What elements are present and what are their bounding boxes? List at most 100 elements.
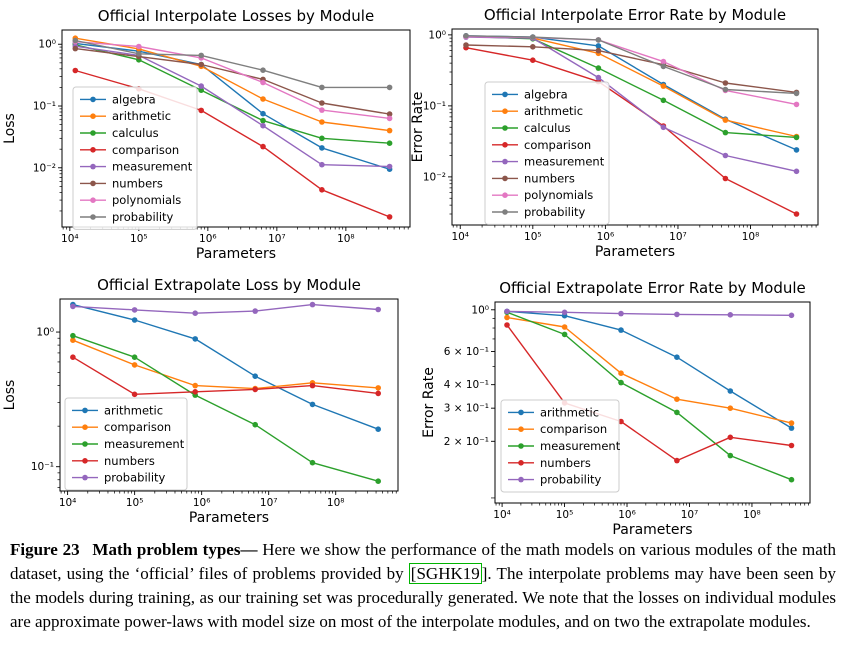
legend-item-comparison: comparison [492,138,591,152]
legend-item-probability: probability [492,205,586,219]
legend-label: numbers [112,176,163,190]
chart-panel-extrapolate-loss: 10⁴ 10⁵ 10⁶ 10⁷ 10⁸ 10⁰ 10⁻¹ arithmetic comparis… [0,270,423,535]
x-tick-label: 10⁷ [268,233,286,245]
plot-frame [494,301,811,504]
x-tick-label: 10⁸ [337,233,355,245]
legend: algebra arithmetic calculus comparison measu… [72,86,198,230]
legend-item-measurement: measurement [72,437,185,451]
legend-label: measurement [540,439,621,453]
y-tick-label: 4 × 10⁻¹ [444,379,489,391]
chart-title: Official Extrapolate Loss by Module [97,276,361,294]
legend-item-measurement: measurement [492,155,605,169]
series-comparison [70,337,382,392]
y-tick-label: 10⁰ [428,29,446,41]
chart-panel-interpolate-loss: 10⁴ 10⁵ 10⁶ 10⁷ 10⁸ 10⁰ 10⁻¹ 10⁻² algebra arithme… [0,0,423,270]
legend-item-algebra: algebra [492,87,568,101]
x-tick-label: 10⁸ [327,497,345,509]
x-tick-label: 10⁸ [743,509,761,521]
y-axis: 10⁰ 10⁻¹ 10⁻² [423,29,452,215]
legend-item-arithmetic: arithmetic [72,403,163,417]
legend-label: comparison [524,138,591,152]
legend-item-measurement: measurement [80,160,193,174]
x-tick-label: 10⁵ [130,233,148,245]
chart-extrapolate-loss: 10⁴ 10⁵ 10⁶ 10⁷ 10⁸ 10⁰ 10⁻¹ arithmetic comparis… [2,276,399,526]
plot-frame [61,29,411,228]
legend-label: numbers [104,454,155,468]
series-numbers [504,322,795,464]
legend-label: arithmetic [112,109,171,123]
plot-frame [59,298,399,492]
y-tick-label: 3 × 10⁻¹ [444,403,489,415]
legend-item-probability: probability [508,473,602,487]
x-tick-label: 10⁷ [260,497,278,509]
y-axis-label: Error Rate [421,367,437,438]
x-tick-label: 10⁶ [597,231,615,243]
chart-extrapolate-error: 10⁴ 10⁵ 10⁶ 10⁷ 10⁸ 10⁰ 6 × 10⁻¹ 4 × 10⁻¹ 3 × 10… [421,279,811,538]
x-axis: 10⁴ 10⁵ 10⁶ 10⁷ 10⁸ [59,491,397,509]
legend-item-comparison: comparison [72,420,171,434]
y-tick-label: 10⁻² [423,171,446,183]
x-tick-label: 10⁴ [493,509,511,521]
caption-figure-label: Figure 23 [10,540,80,559]
legend-item-comparison: comparison [80,143,179,157]
legend-item-numbers: numbers [508,456,591,470]
legend-label: measurement [524,155,605,169]
legend-item-probability: probability [80,210,174,224]
x-tick-label: 10⁴ [59,497,77,509]
chart-title: Official Interpolate Losses by Module [98,7,374,25]
legend-label: polynomials [112,193,181,207]
legend-label: probability [540,473,602,487]
legend-item-polynomials: polynomials [80,193,181,207]
y-axis: 10⁰ 6 × 10⁻¹ 4 × 10⁻¹ 3 × 10⁻¹ 2 × 10⁻¹ [444,304,495,499]
legend-label: arithmetic [104,403,163,417]
caption-body-1: Here we show the performance of the math… [10,540,837,583]
x-tick-label: 10⁷ [681,509,699,521]
y-axis-label: Error Rate [410,92,426,163]
y-tick-label: 10⁰ [36,327,54,339]
series-probability [70,301,382,316]
series-numbers [70,354,382,398]
chart-panel-interpolate-error: 10⁴ 10⁵ 10⁶ 10⁷ 10⁸ 10⁰ 10⁻¹ 10⁻² algebra arithme… [410,0,846,270]
legend-item-arithmetic: arithmetic [492,104,583,118]
legend-label: calculus [524,121,571,135]
chart-interpolate-loss: 10⁴ 10⁵ 10⁶ 10⁷ 10⁸ 10⁰ 10⁻¹ 10⁻² algebra arithme… [2,7,411,262]
legend-label: algebra [524,87,568,101]
citation-label: [SGHK19 [410,564,480,583]
figure-23: 10⁴ 10⁵ 10⁶ 10⁷ 10⁸ 10⁰ 10⁻¹ 10⁻² algebra arithme… [0,0,846,538]
legend-label: calculus [112,126,159,140]
legend-label: comparison [104,420,171,434]
legend-item-arithmetic: arithmetic [80,109,171,123]
legend-label: polynomials [524,188,593,202]
legend-item-comparison: comparison [508,422,607,436]
legend-label: probability [104,471,166,485]
legend-label: comparison [540,422,607,436]
legend-item-calculus: calculus [492,121,571,135]
legend-label: numbers [540,456,591,470]
y-tick-label: 10⁰ [471,304,489,316]
chart-title: Official Interpolate Error Rate by Modul… [484,6,786,24]
legend-item-probability: probability [72,471,166,485]
x-tick-label: 10⁵ [126,497,144,509]
x-tick-label: 10⁸ [742,231,760,243]
x-tick-label: 10⁶ [199,233,217,245]
x-axis-label: Parameters [196,246,276,262]
x-tick-label: 10⁵ [556,509,574,521]
x-axis: 10⁴ 10⁵ 10⁶ 10⁷ 10⁸ [451,225,817,243]
figure-caption: Figure 23 Math problem types— Here we sh… [10,538,836,634]
legend-item-polynomials: polynomials [492,188,593,202]
y-tick-label: 10⁻² [33,162,56,174]
legend-item-numbers: numbers [80,176,163,190]
y-tick-label: 10⁻¹ [31,461,54,473]
y-axis-label: Loss [2,380,18,411]
x-axis: 10⁴ 10⁵ 10⁶ 10⁷ 10⁸ [493,503,809,521]
legend-item-calculus: calculus [80,126,159,140]
legend-label: measurement [104,437,185,451]
citation-sghk19-link[interactable]: [SGHK19 [408,563,482,584]
series-arithmetic [70,301,382,432]
y-tick-label: 10⁻¹ [423,100,446,112]
y-tick-label: 6 × 10⁻¹ [444,346,489,358]
legend-label: algebra [112,92,156,106]
legend-label: probability [524,205,586,219]
y-tick-label: 2 × 10⁻¹ [444,436,489,448]
caption-body-2: . The interpolate problems may have been… [10,564,836,631]
